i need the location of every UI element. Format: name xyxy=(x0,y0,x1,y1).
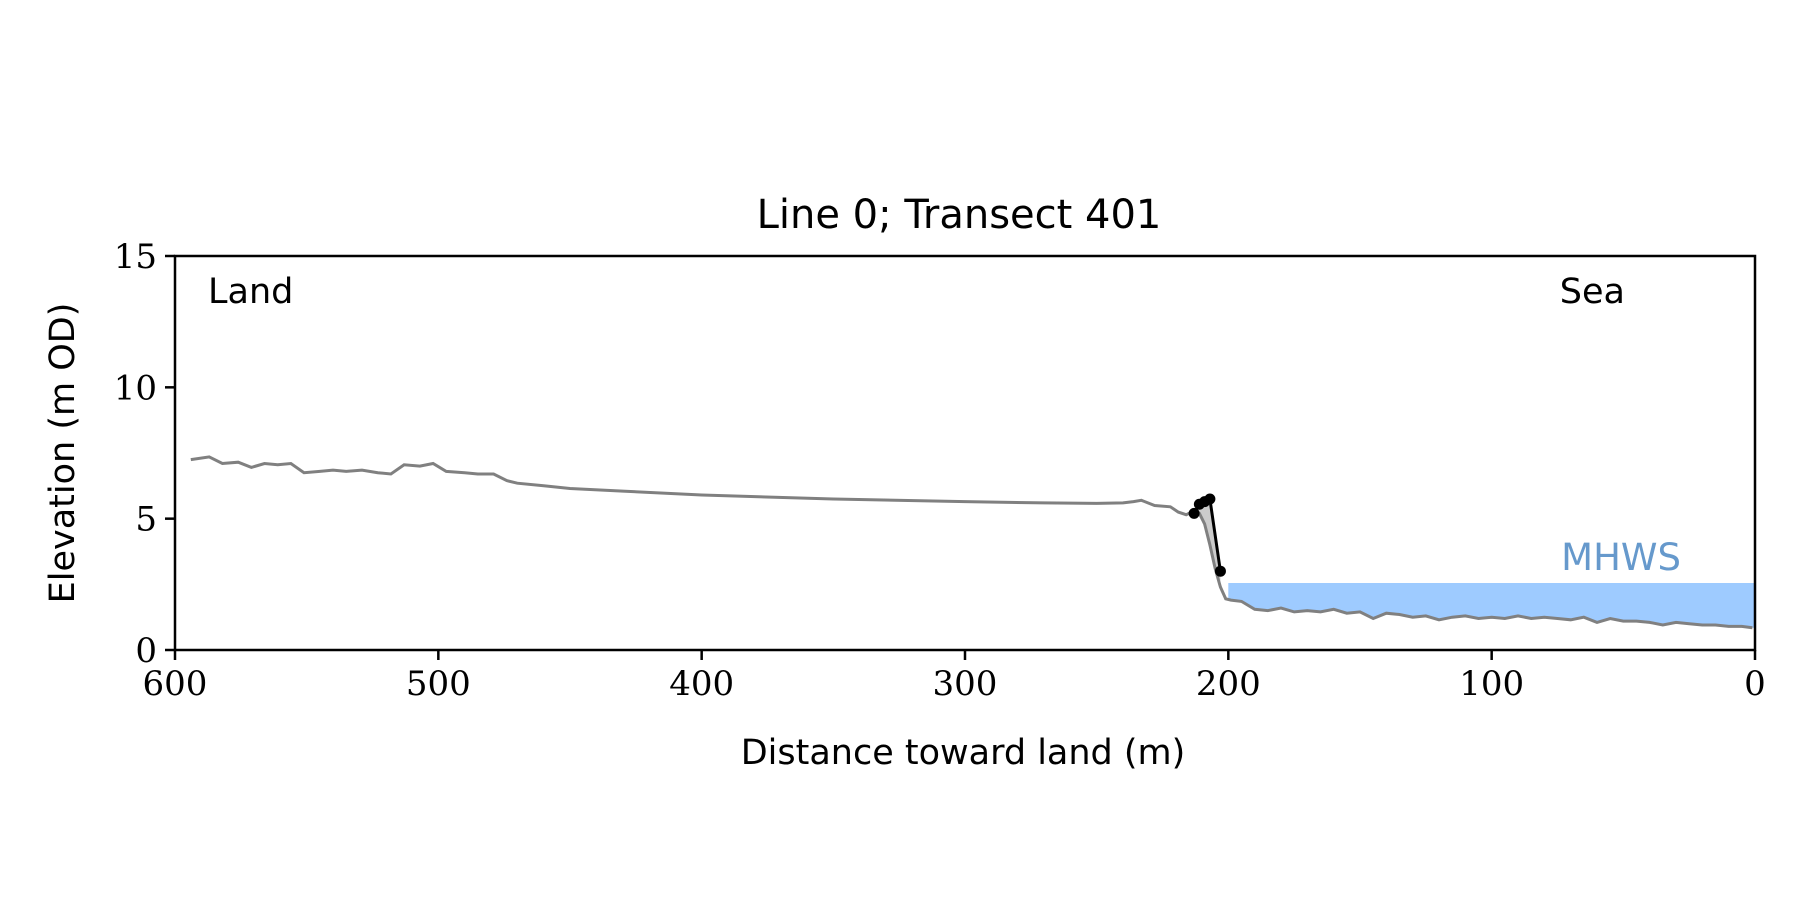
y-tick-label: 0 xyxy=(135,631,157,671)
land-label: Land xyxy=(208,272,293,312)
x-tick-label: 400 xyxy=(669,664,734,704)
x-tick-label: 0 xyxy=(1744,664,1766,704)
y-axis-ticks: 0 5 10 15 xyxy=(114,237,175,671)
x-axis-ticks: 600 500 400 300 200 100 0 xyxy=(143,650,1766,704)
sea-label: Sea xyxy=(1560,272,1625,312)
plot-area xyxy=(190,455,1755,630)
x-tick-label: 300 xyxy=(933,664,998,704)
y-axis-label: Elevation (m OD) xyxy=(43,303,83,604)
x-tick-label: 500 xyxy=(406,664,471,704)
elevation-profile-line xyxy=(190,455,1753,630)
x-tick-label: 600 xyxy=(143,664,208,704)
mhws-water-fill xyxy=(1228,583,1755,628)
cliff-points-group xyxy=(1188,493,1226,577)
cliff-point xyxy=(1204,493,1216,505)
x-tick-label: 200 xyxy=(1196,664,1261,704)
y-tick-label: 15 xyxy=(114,237,157,277)
y-tick-label: 10 xyxy=(114,368,157,408)
cliff-point xyxy=(1214,565,1226,577)
chart-title: Line 0; Transect 401 xyxy=(757,192,1162,238)
y-tick-label: 5 xyxy=(135,500,157,540)
cliff-point xyxy=(1188,507,1200,519)
mhws-label: MHWS xyxy=(1561,536,1681,579)
x-tick-label: 100 xyxy=(1459,664,1524,704)
x-axis-label: Distance toward land (m) xyxy=(741,733,1186,773)
